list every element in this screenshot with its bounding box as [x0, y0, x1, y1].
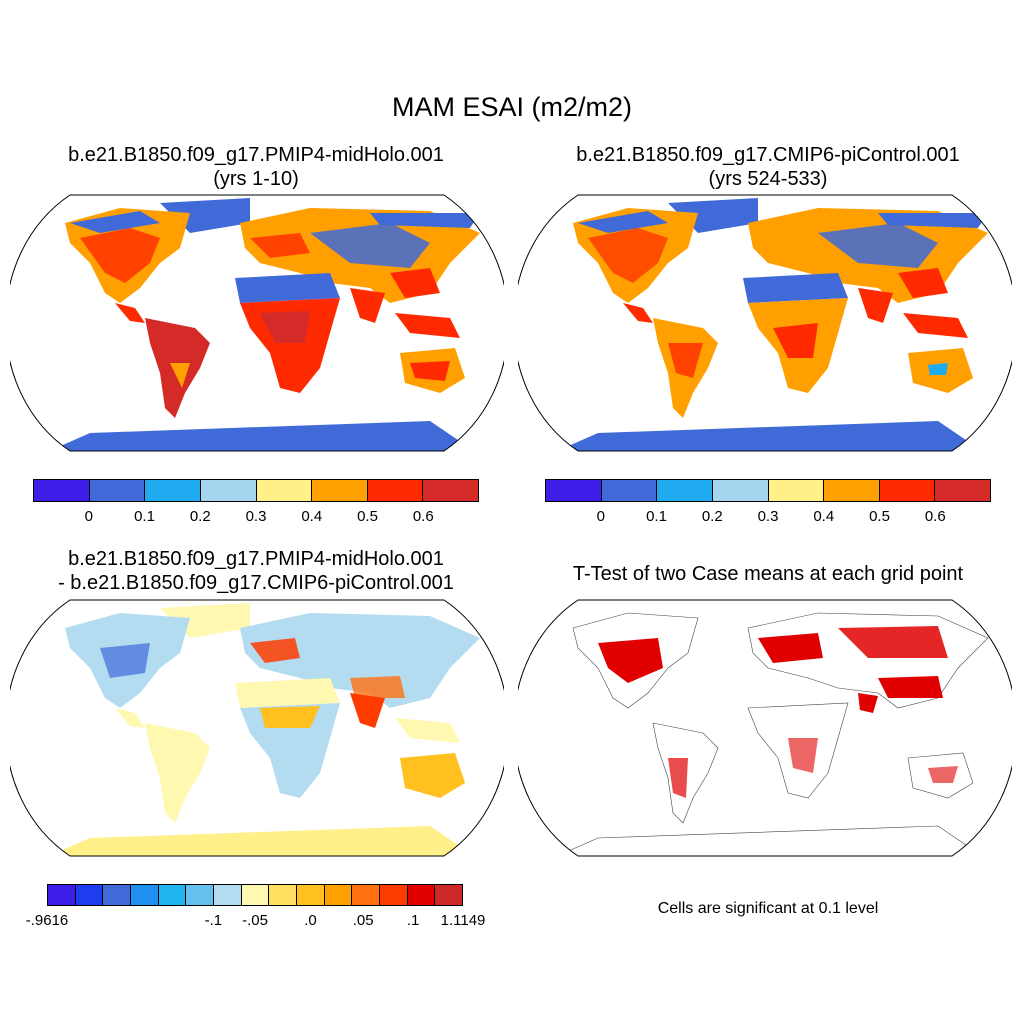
colorbar-difference-swatch: [131, 885, 159, 905]
colorbar-midholo-swatch: [312, 480, 368, 501]
colorbar-midholo-tick-label: 0.4: [301, 508, 323, 525]
colorbar-difference-swatch: [407, 885, 436, 905]
panel-midholo-title-line1: b.e21.B1850.f09_g17.PMIP4-midHolo.001: [68, 144, 444, 166]
colorbar-picontrol-tick-label: 0.6: [924, 508, 946, 525]
colorbar-picontrol-ticks: 0 0.1 0.2 0.3 0.4 0.5 0.6: [545, 508, 991, 528]
panel-difference-title: b.e21.B1850.f09_g17.PMIP4-midHolo.001 - …: [0, 547, 512, 595]
colorbar-midholo: [33, 479, 479, 502]
panel-ttest-title: T-Test of two Case means at each grid po…: [572, 563, 964, 585]
colorbar-difference: [47, 884, 463, 906]
colorbar-difference-swatch: [435, 885, 463, 905]
colorbar-difference-swatch: [214, 885, 242, 905]
map-ttest: [518, 599, 1012, 857]
colorbar-difference-tick-label: .05: [352, 912, 374, 929]
colorbar-midholo-tick-label: 0.2: [189, 508, 211, 525]
colorbar-midholo-swatch: [200, 480, 257, 501]
colorbar-difference-tick-label: .0: [304, 912, 317, 929]
colorbar-difference-swatch: [75, 885, 104, 905]
colorbar-picontrol-swatch: [824, 480, 880, 501]
ttest-significance-note: Cells are significant at 0.1 level: [657, 900, 879, 917]
colorbar-difference-swatch: [352, 885, 381, 905]
colorbar-difference-tick-label: -.9616: [25, 912, 69, 929]
colorbar-midholo-swatch: [34, 480, 90, 501]
colorbar-midholo-tick-label: 0.6: [412, 508, 434, 525]
colorbar-difference-ticks: -.9616 -.1 -.05 .0 .05 .1 1.1149: [26, 912, 486, 932]
colorbar-midholo-tick-label: 0.3: [245, 508, 267, 525]
colorbar-difference-swatch: [380, 885, 408, 905]
colorbar-picontrol-tick-label: 0.1: [646, 508, 667, 525]
colorbar-picontrol-tick-label: 0.4: [813, 508, 835, 525]
colorbar-difference-tick-label: .1: [406, 912, 420, 929]
panel-picontrol-title-line1: b.e21.B1850.f09_g17.CMIP6-piControl.001: [576, 144, 960, 166]
colorbar-midholo-swatch: [256, 480, 313, 501]
colorbar-picontrol-tick-label: 0.5: [869, 508, 890, 525]
panel-picontrol-title: b.e21.B1850.f09_g17.CMIP6-piControl.001 …: [512, 143, 1024, 191]
colorbar-difference-swatch: [241, 885, 270, 905]
colorbar-midholo-swatch: [89, 480, 146, 501]
colorbar-picontrol-swatch: [601, 480, 658, 501]
colorbar-picontrol-swatch: [879, 480, 936, 501]
colorbar-midholo-tick-label: 0: [84, 508, 93, 525]
colorbar-difference-swatch: [324, 885, 353, 905]
colorbar-difference-swatch: [297, 885, 325, 905]
colorbar-picontrol-tick-label: 0: [596, 508, 605, 525]
colorbar-difference-swatch: [48, 885, 76, 905]
colorbar-picontrol: [545, 479, 991, 502]
map-picontrol: [518, 194, 1012, 452]
panel-picontrol-title-line2: (yrs 524-533): [708, 168, 828, 190]
colorbar-midholo-swatch: [367, 480, 424, 501]
panel-difference-title-line2: - b.e21.B1850.f09_g17.CMIP6-piControl.00…: [58, 572, 454, 594]
colorbar-midholo-ticks: 0 0.1 0.2 0.3 0.4 0.5 0.6: [33, 508, 479, 528]
colorbar-picontrol-tick-label: 0.3: [757, 508, 779, 525]
colorbar-midholo-swatch: [423, 480, 478, 501]
colorbar-difference-swatch: [158, 885, 187, 905]
map-difference: [10, 599, 504, 857]
colorbar-difference-tick-label: -.05: [242, 912, 268, 929]
colorbar-difference-swatch: [269, 885, 298, 905]
colorbar-difference-tick-label: -.1: [204, 912, 223, 929]
colorbar-picontrol-swatch: [657, 480, 713, 501]
colorbar-midholo-swatch: [145, 480, 201, 501]
colorbar-midholo-tick-label: 0.1: [134, 508, 155, 525]
colorbar-picontrol-swatch: [935, 480, 990, 501]
colorbar-picontrol-swatch: [712, 480, 769, 501]
colorbar-difference-swatch: [186, 885, 215, 905]
colorbar-picontrol-tick-label: 0.2: [701, 508, 723, 525]
colorbar-midholo-tick-label: 0.5: [357, 508, 378, 525]
panel-midholo-title: b.e21.B1850.f09_g17.PMIP4-midHolo.001 (y…: [0, 143, 512, 191]
figure-title: MAM ESAI (m2/m2): [391, 92, 633, 122]
map-midholo: [10, 194, 504, 452]
colorbar-difference-swatch: [103, 885, 132, 905]
colorbar-picontrol-swatch: [768, 480, 825, 501]
colorbar-picontrol-swatch: [546, 480, 602, 501]
panel-difference-title-line1: b.e21.B1850.f09_g17.PMIP4-midHolo.001: [68, 548, 444, 570]
colorbar-difference-tick-label: 1.1149: [440, 912, 486, 929]
panel-midholo-title-line2: (yrs 1-10): [213, 168, 299, 190]
